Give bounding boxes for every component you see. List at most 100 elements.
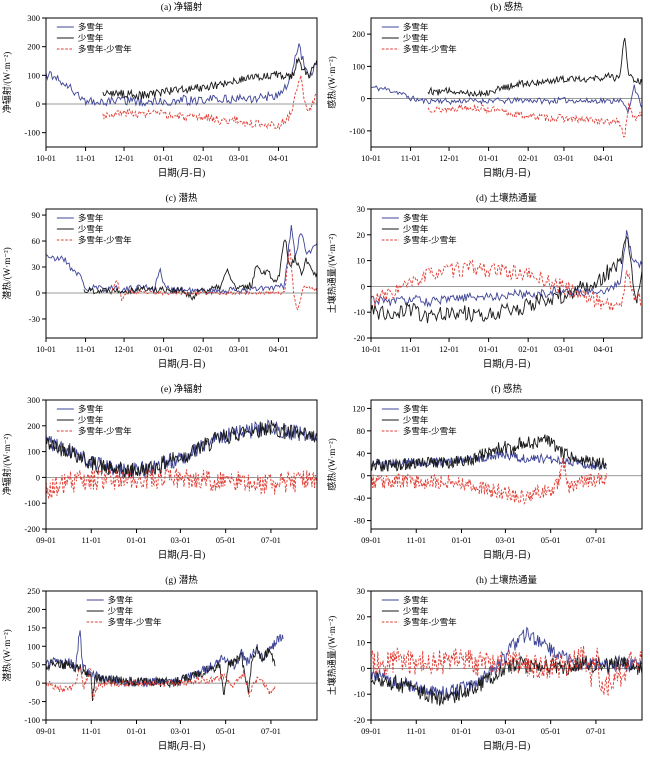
subplot-title: (b) 感热 [490,1,523,13]
y-tick-label: 0 [36,99,40,109]
x-tick-label: 07-01 [586,535,606,545]
y-tick-label: -100 [24,498,40,508]
series-line-多雪年 [45,630,284,688]
x-tick-label: 01-01 [154,153,174,163]
y-tick-label: 0 [361,663,365,673]
subplot-title: (h) 土壤热通量 [476,574,537,586]
x-axis-label: 日期(月-日) [483,168,531,179]
plot-border [45,590,318,721]
subplot-title: (f) 感热 [491,383,522,395]
series-line-少雪年 [427,37,643,97]
legend-label: 多雪年-少雪年 [78,235,132,245]
series-line-多雪年-少雪年 [45,467,318,499]
legend-label: 多雪年 [403,404,429,414]
y-tick-label: 50 [32,660,41,670]
y-tick-label: -10 [354,689,365,699]
legend-label: 少雪年 [78,224,104,234]
x-tick-label: 10-01 [36,153,56,163]
x-tick-label: 02-01 [518,153,538,163]
series-line-多雪年 [370,230,643,308]
series-line-少雪年 [45,645,276,702]
x-tick-label: 05-01 [216,726,236,736]
y-tick-label: 0 [361,94,365,104]
y-axis-label: 土壤热通量/(W·m⁻²) [326,234,337,313]
subplot-h: -20 -10 0 10 20 30 09-01 11-01 01-01 03-01 05-01 07… [326,574,643,752]
x-tick-label: 11-01 [406,726,426,736]
x-tick-label: 05-01 [541,726,561,736]
subplot-title: (d) 土壤热通量 [476,192,537,204]
series-line-多雪年-少雪年 [370,645,643,697]
y-tick-label: 150 [27,623,40,633]
x-tick-label: 04-01 [594,344,614,354]
series-line-多雪年-少雪年 [370,259,643,311]
x-tick-label: 01-01 [127,726,147,736]
x-axis-label: 日期(月-日) [483,550,531,561]
x-tick-label: 03-01 [229,153,249,163]
series-line-少雪年 [83,239,318,301]
subplot-f: -80 -40 0 40 80 120 09-01 11-01 01-01 03-01 05-01 0… [326,383,643,561]
x-tick-label: 07-01 [586,726,606,736]
y-tick-label: 10 [357,256,366,266]
y-tick-label: -10 [354,307,365,317]
x-tick-label: 09-01 [361,535,381,545]
plot-border [370,590,643,721]
x-tick-label: 11-01 [76,153,96,163]
legend-label: 多雪年 [78,22,104,32]
y-axis-label: 感热/(W·m⁻²) [326,438,337,490]
plot-border [45,17,318,148]
y-tick-label: 120 [352,403,365,413]
x-tick-label: 11-01 [401,344,421,354]
subplot-b: -100 0 100 200 10-01 11-01 12-01 01-01 02-01 03-0… [326,1,643,179]
legend-label: 多雪年-少雪年 [403,426,457,436]
x-tick-label: 03-01 [554,344,574,354]
series-line-少雪年 [45,420,318,478]
legend-label: 多雪年 [78,213,104,223]
subplot-d: -20 -10 0 10 20 30 10-01 11-01 12-01 01-01 02-01 03… [326,192,643,370]
legend-label: 少雪年 [403,606,429,616]
y-tick-label: 20 [357,612,366,622]
x-axis-label: 日期(月-日) [483,359,531,370]
subplot-title: (g) 潜热 [165,574,198,586]
x-tick-label: 05-01 [541,535,561,545]
y-tick-label: 300 [27,13,40,23]
x-tick-label: 03-01 [495,535,515,545]
x-tick-label: 11-01 [406,535,426,545]
subplot-title: (c) 潜热 [166,192,198,204]
x-axis-label: 日期(月-日) [158,550,206,561]
y-tick-label: 200 [27,604,40,614]
y-tick-label: -40 [354,493,365,503]
series-line-多雪年-少雪年 [102,75,318,131]
subplot-a: -100 0 100 200 300 10-01 11-01 12-01 01-01 02-01 0… [1,1,318,179]
plot-border [370,17,643,148]
y-tick-label: -100 [24,128,40,138]
y-tick-label: 0 [361,471,365,481]
x-tick-label: 11-01 [76,344,96,354]
plot-border [45,208,318,339]
y-tick-label: 100 [352,61,365,71]
x-axis-label: 日期(月-日) [483,741,531,752]
y-axis-label: 潜热/(W·m⁻²) [1,247,12,299]
y-tick-label: 300 [27,395,40,405]
x-tick-label: 12-01 [114,153,134,163]
y-tick-label: 40 [357,448,366,458]
plot-border [370,399,643,530]
x-tick-label: 10-01 [361,153,381,163]
plot-border [45,399,318,530]
y-tick-label: 100 [27,70,40,80]
series-line-多雪年-少雪年 [370,458,608,505]
y-tick-label: 10 [357,638,366,648]
x-tick-label: 02-01 [193,153,213,163]
x-tick-label: 04-01 [269,153,289,163]
legend-label: 少雪年 [403,224,429,234]
y-tick-label: -200 [24,524,40,534]
series-line-多雪年 [45,43,318,107]
series-line-少雪年 [102,56,318,100]
x-tick-label: 03-01 [170,535,190,545]
x-tick-label: 01-01 [127,535,147,545]
x-tick-label: 01-01 [452,726,472,736]
subplot-c: -30 0 30 60 90 10-01 11-01 12-01 01-01 02-01 03-01… [1,192,318,370]
series-line-少雪年 [370,236,643,324]
x-tick-label: 10-01 [361,344,381,354]
legend-label: 多雪年-少雪年 [108,617,162,627]
